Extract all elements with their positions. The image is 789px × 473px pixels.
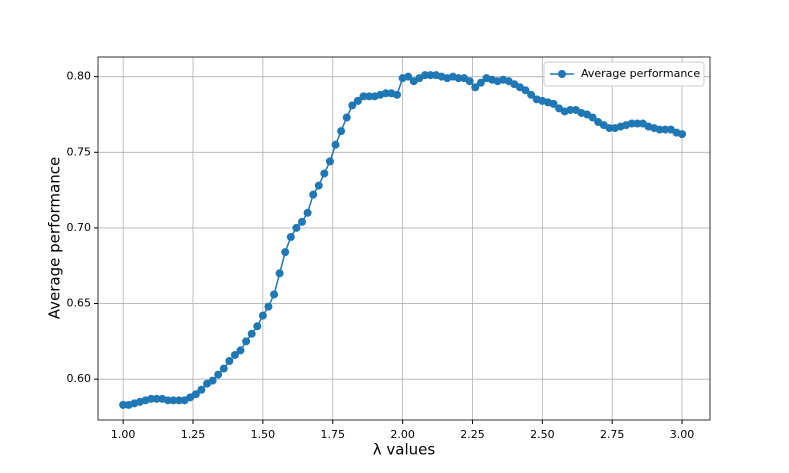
marker	[325, 157, 334, 166]
marker	[191, 390, 200, 399]
marker	[476, 78, 485, 87]
marker	[320, 169, 329, 178]
y-tick-label: 0.65	[67, 297, 92, 310]
marker	[527, 90, 536, 99]
marker	[236, 346, 245, 355]
marker	[253, 322, 262, 331]
marker	[404, 72, 413, 81]
marker	[633, 119, 642, 128]
marker	[225, 357, 234, 366]
marker	[152, 394, 161, 403]
marker	[214, 370, 223, 379]
x-tick-label: 3.00	[670, 428, 695, 441]
x-axis-label: λ values	[373, 441, 436, 459]
marker	[119, 400, 128, 409]
marker	[420, 71, 429, 80]
marker	[303, 208, 312, 217]
marker	[197, 385, 206, 394]
marker	[292, 223, 301, 232]
y-tick-label: 0.75	[67, 145, 92, 158]
marker	[566, 105, 575, 114]
marker	[678, 130, 687, 139]
marker	[331, 140, 340, 149]
marker	[309, 190, 318, 199]
marker	[588, 113, 597, 122]
marker	[208, 376, 217, 385]
x-tick-label: 2.00	[390, 428, 415, 441]
y-tick-label: 0.60	[67, 372, 92, 385]
legend-marker	[558, 70, 566, 78]
marker	[281, 248, 290, 257]
x-tick-label: 1.00	[111, 428, 136, 441]
marker	[465, 77, 474, 86]
marker	[275, 269, 284, 278]
x-tick-label: 1.50	[251, 428, 276, 441]
x-tick-label: 1.25	[181, 428, 206, 441]
marker	[337, 127, 346, 136]
marker	[393, 90, 402, 99]
marker	[549, 99, 558, 108]
marker	[605, 124, 614, 133]
marker	[247, 329, 256, 338]
marker	[270, 290, 279, 299]
marker	[342, 113, 351, 122]
marker	[169, 396, 178, 405]
marker	[353, 96, 362, 105]
marker	[298, 217, 306, 226]
marker	[264, 302, 273, 311]
marker	[655, 125, 664, 134]
marker	[454, 74, 463, 83]
y-tick-label: 0.80	[67, 70, 92, 83]
x-tick-label: 2.50	[530, 428, 555, 441]
marker	[521, 86, 530, 95]
marker	[471, 83, 480, 92]
y-axis-label: Average performance	[46, 157, 64, 319]
marker	[359, 92, 368, 101]
marker	[365, 92, 374, 101]
marker	[426, 71, 435, 80]
x-tick-label: 2.75	[600, 428, 625, 441]
marker	[348, 101, 357, 110]
x-tick-label: 1.75	[320, 428, 345, 441]
y-tick-label: 0.70	[67, 221, 92, 234]
marker	[163, 396, 172, 405]
marker	[627, 119, 636, 128]
marker	[381, 89, 390, 98]
plot-frame	[97, 56, 711, 421]
legend-label: Average performance	[581, 67, 700, 80]
marker	[242, 337, 251, 346]
marker	[661, 125, 670, 134]
marker	[230, 350, 239, 359]
marker	[219, 364, 228, 373]
legend-box	[543, 61, 705, 87]
marker	[258, 311, 267, 320]
x-tick-label: 2.25	[460, 428, 485, 441]
marker	[147, 394, 156, 403]
marker	[314, 181, 323, 190]
marker	[286, 232, 295, 241]
marker	[175, 396, 184, 405]
